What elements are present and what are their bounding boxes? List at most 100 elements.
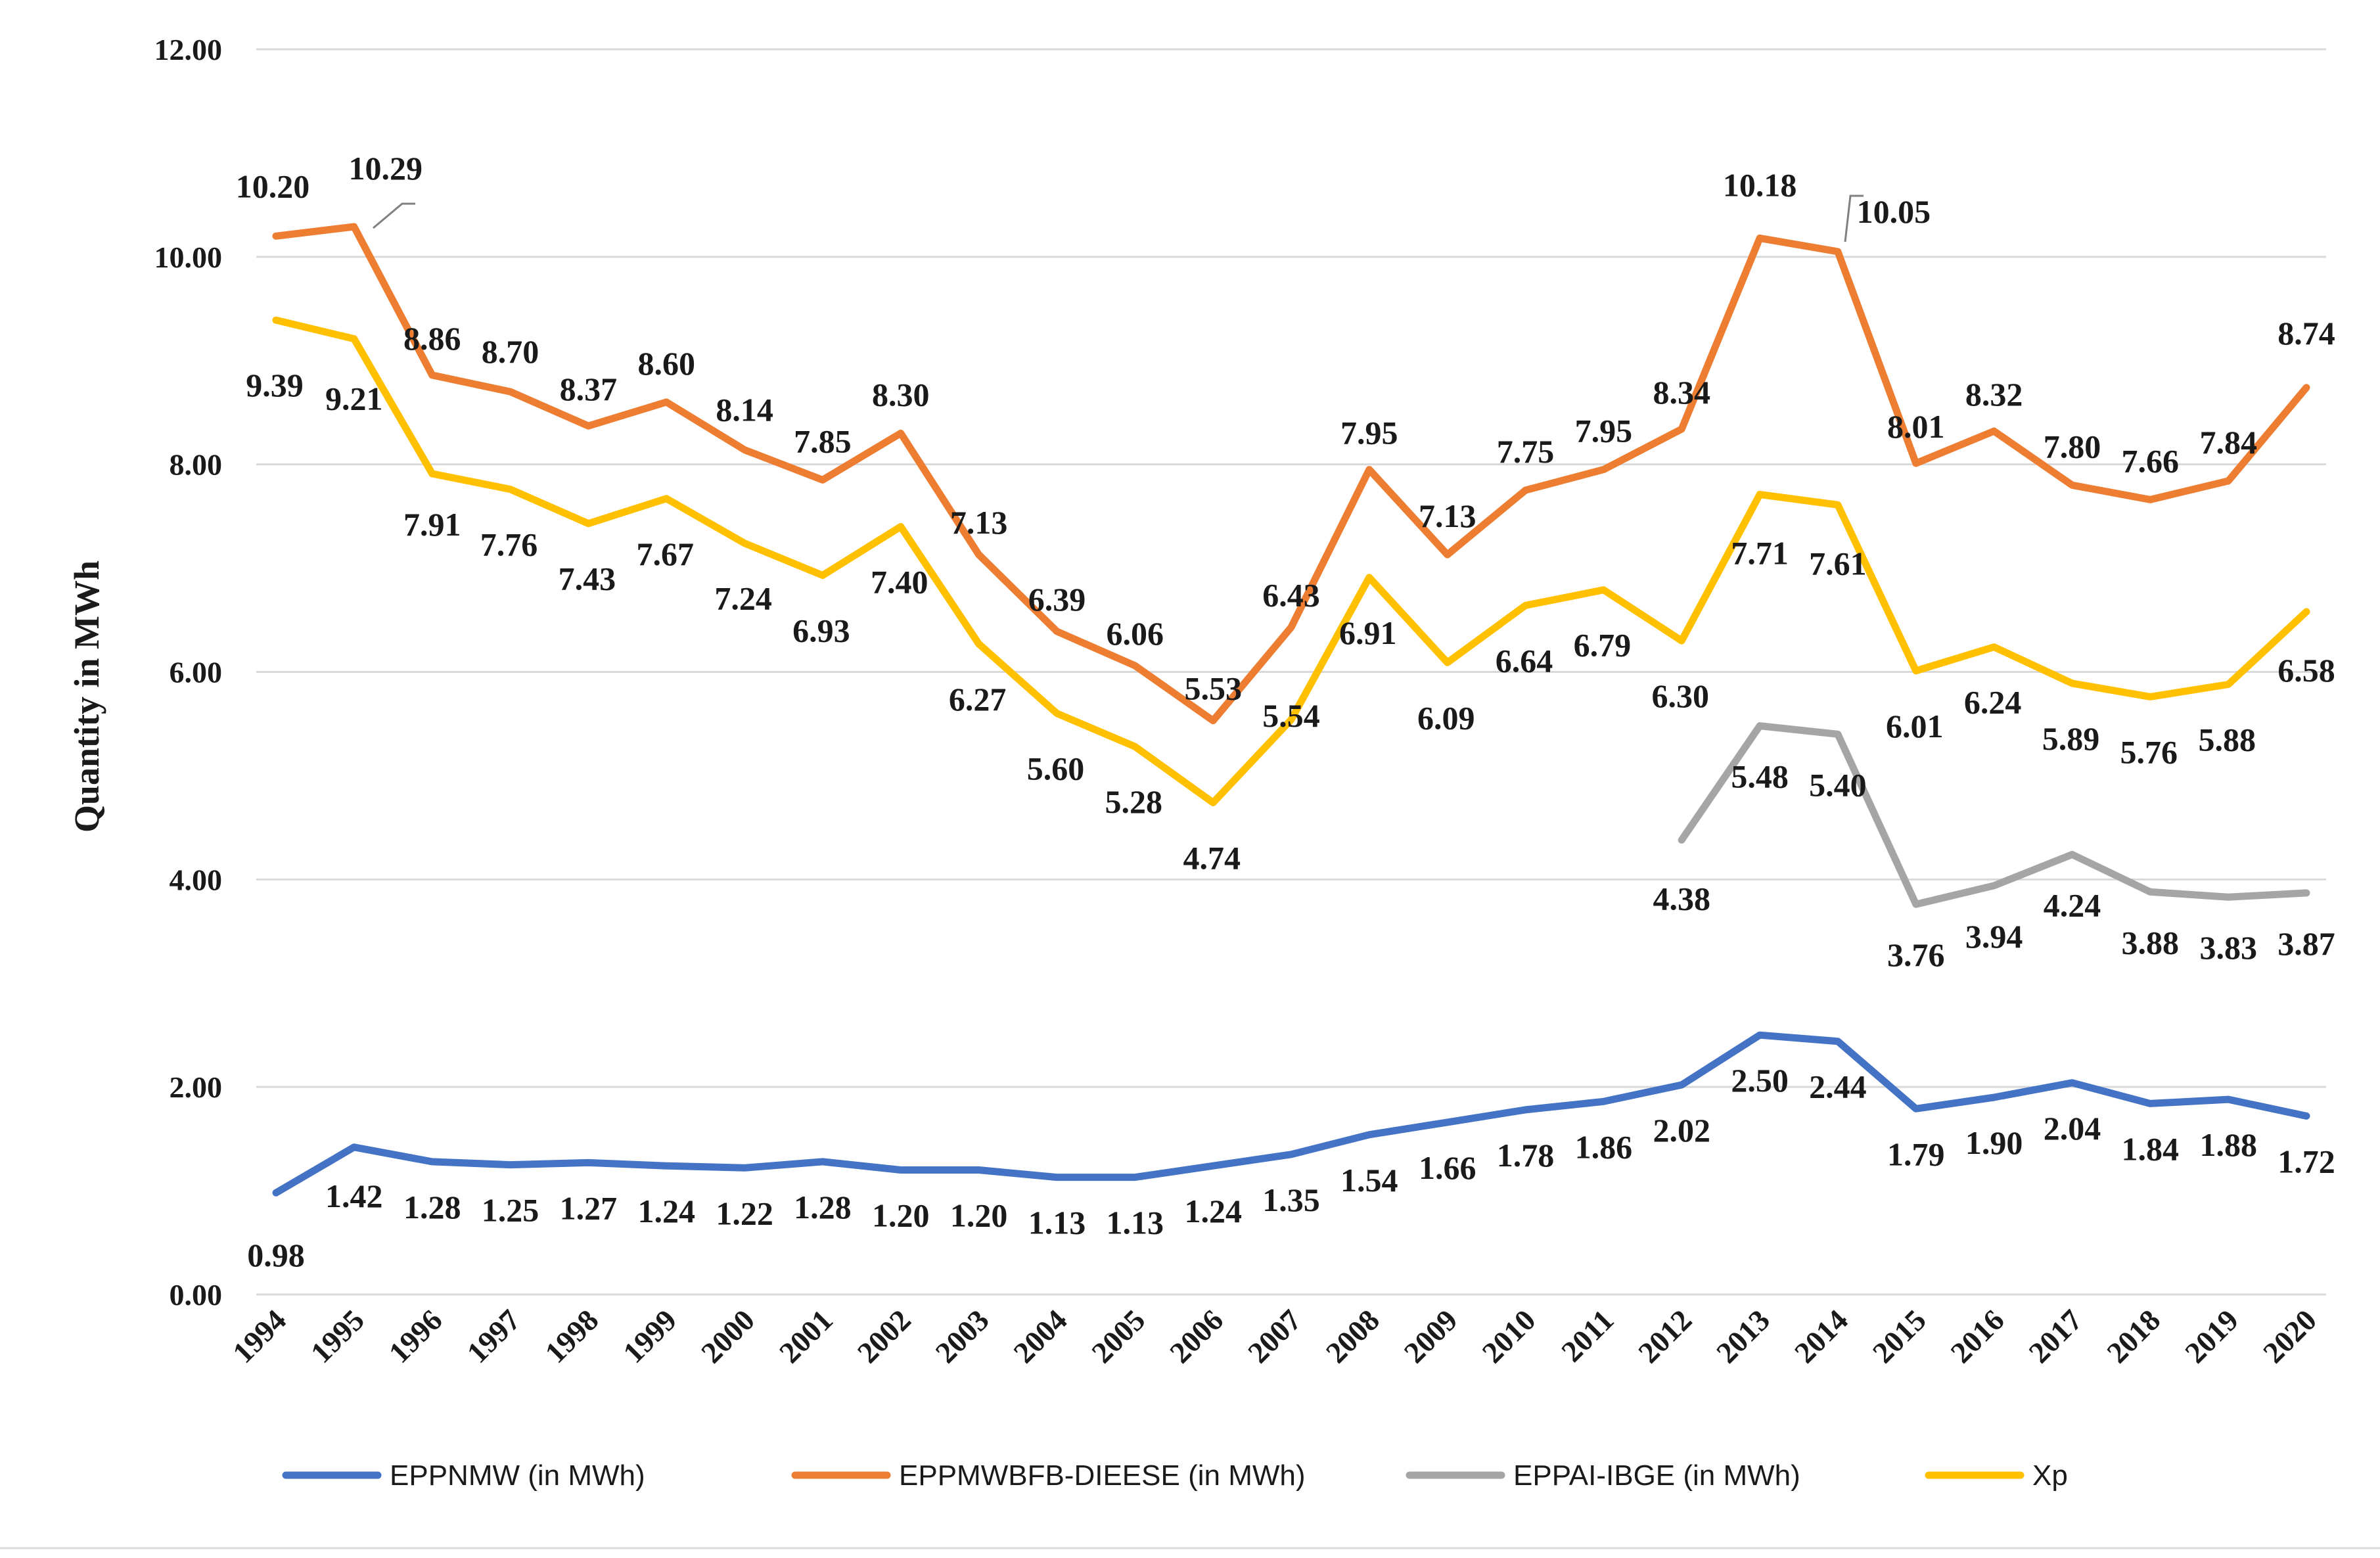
data-label: 1.66 (1419, 1149, 1476, 1186)
legend-label: EPPNMW (in MWh) (390, 1459, 645, 1492)
data-label: 5.88 (2198, 722, 2256, 758)
data-label: 0.98 (247, 1237, 305, 1273)
x-tick-label: 2009 (1398, 1303, 1464, 1369)
series-lines (272, 223, 2310, 1197)
legend-label: EPPMWBFB-DIEESE (in MWh) (899, 1459, 1306, 1492)
data-label: 5.40 (1809, 766, 1867, 803)
y-axis-title: Quantity in MWh (67, 561, 106, 833)
legend-label: EPPAI-IBGE (in MWh) (1513, 1459, 1800, 1492)
data-label: 1.20 (872, 1197, 930, 1234)
data-label: 6.58 (2277, 652, 2335, 689)
x-tick-label: 2007 (1241, 1303, 1308, 1369)
data-label: 6.06 (1107, 615, 1164, 652)
data-label: 9.21 (325, 380, 383, 417)
data-label: 6.91 (1339, 614, 1397, 651)
data-label: 8.01 (1887, 408, 1945, 445)
y-axis-ticks: 0.00 2.00 4.00 6.00 8.00 10.00 12.00 (154, 33, 223, 1312)
y-tick-label: 6.00 (170, 656, 223, 689)
data-label: 3.88 (2122, 924, 2180, 961)
legend: EPPNMW (in MWh) EPPMWBFB-DIEESE (in MWh) E… (282, 1459, 2068, 1492)
legend-label: Xp (2032, 1459, 2068, 1492)
data-label: 7.71 (1731, 535, 1789, 572)
x-tick-label: 1998 (538, 1303, 605, 1369)
data-label: 5.76 (2120, 733, 2178, 770)
data-label: 6.09 (1417, 699, 1475, 736)
data-label: 1.79 (1887, 1135, 1945, 1172)
data-label: 6.24 (1964, 684, 2022, 721)
data-label: 6.43 (1262, 577, 1320, 614)
series-line-1 (272, 223, 2310, 725)
data-label: 10.05 (1857, 193, 1931, 230)
data-label: 7.80 (2044, 428, 2101, 465)
data-label: 7.67 (636, 536, 694, 572)
data-label: 2.04 (2044, 1110, 2101, 1147)
data-label: 1.24 (1184, 1193, 1242, 1229)
data-label: 2.44 (1809, 1068, 1867, 1105)
data-label: 8.86 (403, 320, 461, 357)
x-tick-label: 1996 (382, 1303, 449, 1369)
x-tick-label: 2017 (2022, 1303, 2088, 1369)
data-label: 1.24 (637, 1193, 695, 1229)
data-label: 8.14 (716, 392, 773, 428)
data-label: 3.83 (2199, 929, 2257, 966)
data-label: 1.54 (1340, 1162, 1398, 1199)
data-labels: 0.98 1.42 1.28 1.25 1.27 1.24 1.22 1.28 1.20 1.20… (236, 150, 2335, 1273)
x-tick-label: 2013 (1710, 1303, 1776, 1369)
data-label: 4.24 (2044, 886, 2101, 923)
x-tick-label: 1995 (304, 1303, 371, 1369)
series-line-2 (1678, 722, 2310, 908)
data-label: 8.32 (1965, 376, 2023, 413)
data-label: 1.84 (2122, 1130, 2180, 1167)
leader-line-2014 (1844, 195, 1864, 242)
data-label: 6.27 (949, 681, 1007, 718)
data-label: 5.54 (1262, 697, 1320, 734)
data-label: 7.76 (480, 526, 538, 563)
x-tick-label: 2002 (851, 1303, 917, 1369)
data-label: 3.76 (1887, 936, 1945, 973)
data-label: 7.61 (1809, 545, 1867, 582)
data-label: 6.64 (1496, 642, 1553, 679)
data-label: 1.28 (403, 1189, 461, 1226)
x-tick-label: 1994 (226, 1303, 292, 1369)
data-label: 1.90 (1965, 1124, 2023, 1161)
data-label: 2.02 (1653, 1112, 1710, 1149)
x-tick-label: 2005 (1085, 1303, 1151, 1369)
data-label: 1.22 (716, 1195, 773, 1231)
data-label: 5.60 (1027, 750, 1085, 787)
data-label: 1.13 (1107, 1204, 1164, 1241)
data-label: 7.95 (1575, 413, 1633, 449)
data-label: 6.93 (792, 612, 850, 649)
data-label: 7.66 (2122, 442, 2180, 479)
y-tick-label: 0.00 (170, 1278, 223, 1312)
data-label: 6.39 (1028, 581, 1086, 618)
data-label: 1.13 (1028, 1204, 1086, 1241)
y-tick-label: 12.00 (154, 33, 223, 66)
x-tick-label: 2012 (1632, 1303, 1698, 1369)
x-tick-label: 2003 (929, 1303, 995, 1369)
y-tick-label: 2.00 (170, 1070, 223, 1104)
data-label: 1.25 (482, 1192, 539, 1229)
data-label: 6.30 (1651, 677, 1709, 714)
data-label: 5.48 (1731, 758, 1789, 795)
data-label: 1.35 (1262, 1181, 1320, 1218)
data-label: 1.42 (325, 1178, 383, 1214)
data-label: 7.40 (871, 563, 928, 600)
x-tick-label: 2016 (1944, 1303, 2011, 1369)
data-label: 7.84 (2199, 424, 2257, 461)
data-label: 8.60 (637, 345, 695, 382)
x-tick-label: 2008 (1319, 1303, 1386, 1369)
x-axis-ticks: 1994 1995 1996 1997 1998 1999 2000 2001 2002 2003… (226, 1303, 2323, 1369)
data-label: 7.13 (1419, 497, 1476, 534)
x-tick-label: 1997 (460, 1303, 526, 1369)
data-label: 10.20 (236, 168, 310, 204)
data-label: 1.28 (794, 1189, 852, 1226)
x-tick-label: 2014 (1788, 1303, 1854, 1369)
data-label: 4.38 (1653, 880, 1710, 917)
label-leader-lines (373, 195, 1864, 242)
y-tick-label: 10.00 (154, 241, 223, 274)
data-label: 7.91 (403, 506, 461, 543)
data-label: 2.50 (1731, 1062, 1789, 1099)
x-tick-label: 2010 (1475, 1303, 1542, 1369)
data-label: 1.72 (2277, 1143, 2335, 1180)
